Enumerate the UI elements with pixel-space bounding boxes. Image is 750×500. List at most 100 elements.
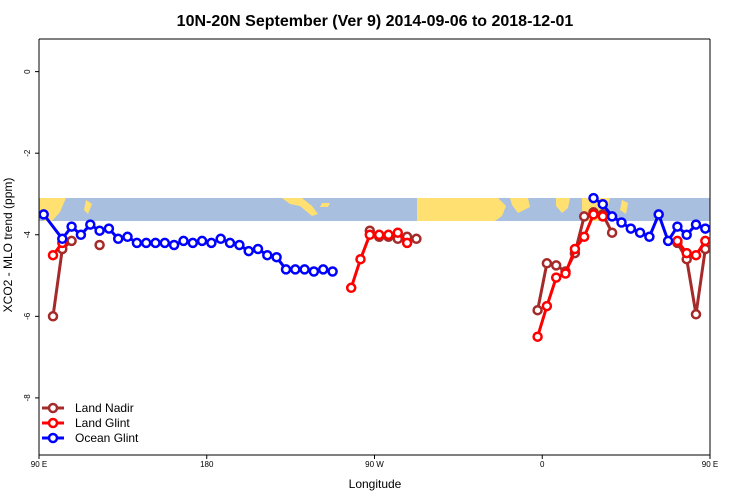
data-point-land-glint [364,229,376,241]
landmass-central-america [282,198,318,216]
y-tick-label: -8 [23,394,32,402]
landmass-arabia [510,198,530,213]
data-point-ocean-glint [709,226,710,231]
data-point-ocean-glint [681,229,692,241]
data-point-land-glint [532,331,543,342]
x-tick-label: 0 [540,460,545,469]
data-point-land-glint [700,235,710,247]
data-point-land-glint [672,235,683,247]
landmass-philippines [84,200,92,214]
data-point-land-nadir [94,239,105,251]
x-ticks: 90 E 180 90 W 0 90 E [31,455,718,469]
data-point-ocean-glint [215,233,226,245]
data-point-land-glint [355,253,366,265]
y-tick-label: -4 [23,231,32,239]
data-point-land-nadir [709,240,710,246]
data-point-land-nadir [47,311,59,322]
data-point-ocean-glint [327,266,338,277]
legend-marker-land-nadir [47,402,59,414]
legend-marker-ocean-glint [47,432,59,444]
data-point-ocean-glint [243,245,254,257]
data-point-land-nadir [690,309,702,320]
series-line-ocean-glint [592,196,710,243]
data-point-land-glint [560,268,571,279]
data-point-ocean-glint [616,217,627,228]
data-point-ocean-glint [85,219,96,230]
data-point-ocean-glint [317,264,329,275]
data-point-land-nadir [550,260,562,271]
data-point-ocean-glint [653,209,664,220]
x-axis-label: Longitude [349,477,402,491]
data-point-ocean-glint [224,237,236,249]
legend-label-ocean-glint: Ocean Glint [75,431,139,445]
data-point-land-nadir [578,211,590,222]
landmass-philippines-east [620,200,628,214]
data-point-land-glint [47,249,59,261]
landmass-india [556,198,570,213]
data-point-land-glint [383,229,394,241]
data-point-ocean-glint [299,264,310,275]
data-point-land-glint [681,247,692,259]
data-point-land-glint [597,211,609,222]
data-point-ocean-glint [178,235,189,247]
data-point-land-glint [690,249,702,261]
legend-marker-land-glint [47,417,59,429]
data-point-ocean-glint [280,264,292,275]
data-point-land-glint [392,227,404,238]
data-point-ocean-glint [625,223,637,234]
x-tick-label: 90 W [365,460,384,469]
data-point-ocean-glint [103,223,115,234]
data-point-land-glint [373,229,385,241]
data-point-land-glint [569,243,581,255]
data-point-land-glint [578,231,590,243]
data-point-ocean-glint [75,229,87,241]
data-point-ocean-glint [606,211,618,222]
data-point-ocean-glint [131,237,143,249]
data-point-ocean-glint [159,237,171,249]
data-point-land-nadir [411,233,422,245]
x-tick-label: 180 [200,460,214,469]
data-point-ocean-glint [57,233,68,245]
data-point-ocean-glint [672,221,683,232]
data-point-ocean-glint [290,264,301,275]
data-point-ocean-glint [66,221,77,232]
y-axis-label: XCO2 - MLO trend (ppm) [1,178,15,313]
data-point-land-nadir [532,304,543,316]
ocean-band [39,198,710,221]
data-point-ocean-glint [94,225,105,236]
x-tick-label: 90 E [31,460,47,469]
data-point-ocean-glint [700,223,710,234]
data-point-ocean-glint [122,231,133,243]
data-point-land-glint [550,272,562,283]
series-ocean-glint [39,192,737,277]
data-point-ocean-glint [206,237,217,249]
y-tick-label: -2 [23,149,32,157]
data-point-ocean-glint [252,243,264,255]
data-point-ocean-glint [112,233,124,245]
data-point-ocean-glint [588,192,599,204]
legend: Land Nadir Land Glint Ocean Glint [42,401,139,445]
data-point-land-glint [401,237,413,249]
series-layer [39,192,737,342]
data-point-ocean-glint [234,239,245,251]
data-point-land-glint [345,282,357,294]
series-land-glint [47,209,710,342]
data-point-land-glint [541,300,553,312]
data-point-ocean-glint [140,237,152,249]
data-point-ocean-glint [168,239,180,251]
data-point-ocean-glint [308,266,320,277]
data-point-ocean-glint [187,237,199,249]
legend-label-land-nadir: Land Nadir [75,401,134,415]
data-point-ocean-glint [729,235,737,243]
y-tick-label: -6 [23,312,32,320]
legend-label-land-glint: Land Glint [75,416,130,430]
data-point-land-glint [588,209,599,220]
series-land-nadir [47,207,710,322]
data-point-ocean-glint [644,231,655,243]
y-ticks: 0 -2 -4 -6 -8 [23,69,39,402]
data-point-ocean-glint [39,209,49,220]
y-tick-label: 0 [23,69,32,74]
data-point-ocean-glint [597,198,609,210]
data-point-ocean-glint [262,249,273,261]
data-point-land-nadir [541,258,553,269]
